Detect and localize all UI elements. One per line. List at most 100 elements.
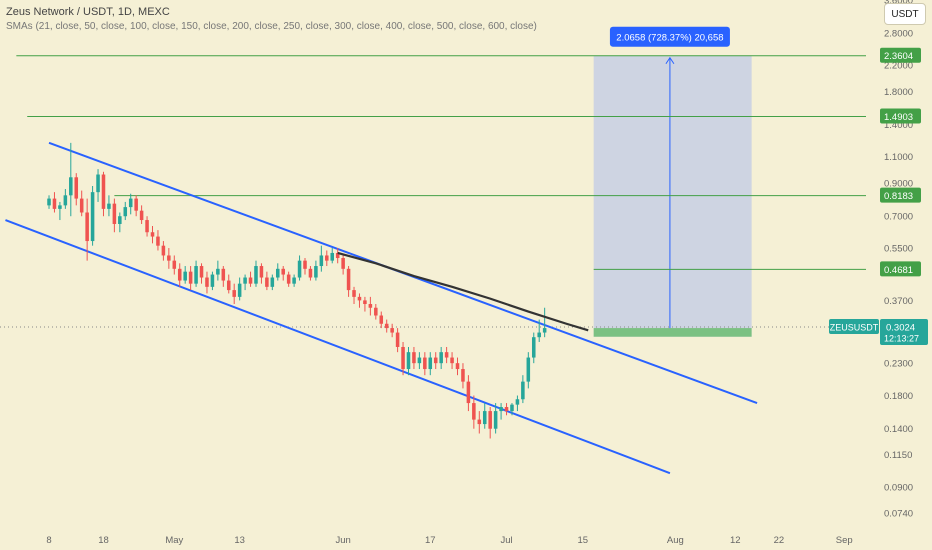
- candle: [52, 192, 57, 213]
- candle-body: [531, 337, 536, 358]
- candle-body: [482, 411, 487, 425]
- candle: [254, 260, 258, 287]
- candle-body: [466, 381, 471, 404]
- x-tick-label: 15: [577, 535, 588, 546]
- candle: [477, 411, 482, 434]
- candle: [537, 319, 541, 342]
- candle-body: [433, 357, 438, 364]
- candle-body: [177, 268, 182, 281]
- candle: [515, 395, 520, 412]
- indicator-legend: SMAs (21, close, 50, close, 100, close, …: [6, 21, 537, 32]
- candle: [134, 195, 138, 217]
- candle-body: [406, 352, 411, 370]
- candle-body: [167, 255, 171, 261]
- candle-body: [96, 174, 100, 193]
- candle: [107, 195, 111, 217]
- candle-body: [210, 274, 215, 287]
- candle-body: [374, 307, 378, 316]
- candle-body: [363, 300, 367, 305]
- candle-body: [188, 271, 193, 284]
- sma-line: [337, 251, 589, 332]
- candle-body: [205, 277, 209, 287]
- candle: [303, 258, 307, 275]
- candle: [368, 296, 373, 316]
- candle-body: [346, 268, 351, 291]
- candle-body: [303, 260, 307, 269]
- candle-body: [101, 174, 106, 209]
- y-tick-label: 0.1150: [884, 450, 912, 461]
- candle: [450, 352, 454, 370]
- candle: [177, 263, 182, 287]
- candle-body: [194, 266, 198, 284]
- candle: [90, 186, 95, 246]
- x-tick-label: 12: [730, 535, 741, 546]
- candle-body: [493, 411, 498, 429]
- x-tick-label: 13: [234, 535, 245, 546]
- candle-body: [172, 260, 177, 269]
- candle-body: [63, 195, 68, 206]
- candle-body: [69, 177, 73, 196]
- candle-body: [390, 328, 394, 333]
- candle-body: [118, 216, 122, 224]
- candle: [455, 357, 460, 376]
- candle-body: [107, 203, 111, 209]
- y-tick-label: 0.7000: [884, 212, 913, 223]
- candle: [128, 193, 133, 215]
- candle-body: [352, 290, 356, 297]
- y-tick-label: 2.2000: [884, 61, 913, 72]
- candle: [150, 226, 155, 244]
- candle-body: [156, 236, 160, 246]
- y-tick-label: 1.4000: [884, 120, 913, 131]
- candle: [58, 201, 62, 221]
- y-tick-label: 0.9000: [884, 179, 913, 190]
- candle: [243, 274, 247, 291]
- candle: [205, 271, 209, 294]
- y-tick-label: 0.5500: [884, 244, 913, 255]
- candle: [493, 403, 498, 434]
- candle-body: [379, 315, 384, 324]
- candle: [156, 230, 160, 251]
- candle: [270, 274, 275, 291]
- candle: [335, 248, 340, 264]
- x-tick-label: May: [165, 535, 183, 546]
- candle-body: [243, 277, 247, 284]
- candle-body: [161, 245, 166, 256]
- candle: [85, 198, 89, 261]
- currency-button[interactable]: USDT: [884, 3, 926, 25]
- candle: [499, 403, 503, 420]
- candle-body: [308, 268, 313, 278]
- level-tag-label: 0.8183: [884, 191, 913, 202]
- candle-body: [504, 407, 509, 412]
- candle: [363, 296, 367, 312]
- candle-body: [515, 399, 520, 405]
- candle-body: [134, 198, 138, 211]
- candle: [390, 323, 394, 338]
- candle-body: [58, 205, 62, 209]
- candle-body: [221, 268, 226, 281]
- candle: [139, 205, 144, 224]
- y-tick-label: 1.1000: [884, 152, 913, 163]
- candle: [384, 319, 389, 333]
- candle: [395, 328, 400, 353]
- candle-body: [357, 296, 362, 301]
- candle-body: [461, 369, 465, 382]
- candle-body: [297, 260, 302, 278]
- candle-body: [286, 274, 291, 284]
- x-tick-label: Jul: [500, 535, 512, 546]
- countdown-label: 12:13:27: [884, 334, 919, 344]
- candle: [346, 266, 351, 297]
- current-price-tag: [880, 319, 928, 346]
- x-tick-label: 22: [774, 535, 785, 546]
- candle-body: [112, 203, 117, 224]
- candle: [325, 250, 329, 267]
- candle: [123, 201, 128, 221]
- candle: [526, 352, 531, 389]
- symbol-tag: [829, 319, 879, 335]
- candle-body: [395, 332, 400, 347]
- candle-body: [276, 268, 280, 278]
- candle: [297, 255, 302, 281]
- candle-body: [510, 404, 514, 412]
- candle-body: [265, 277, 269, 287]
